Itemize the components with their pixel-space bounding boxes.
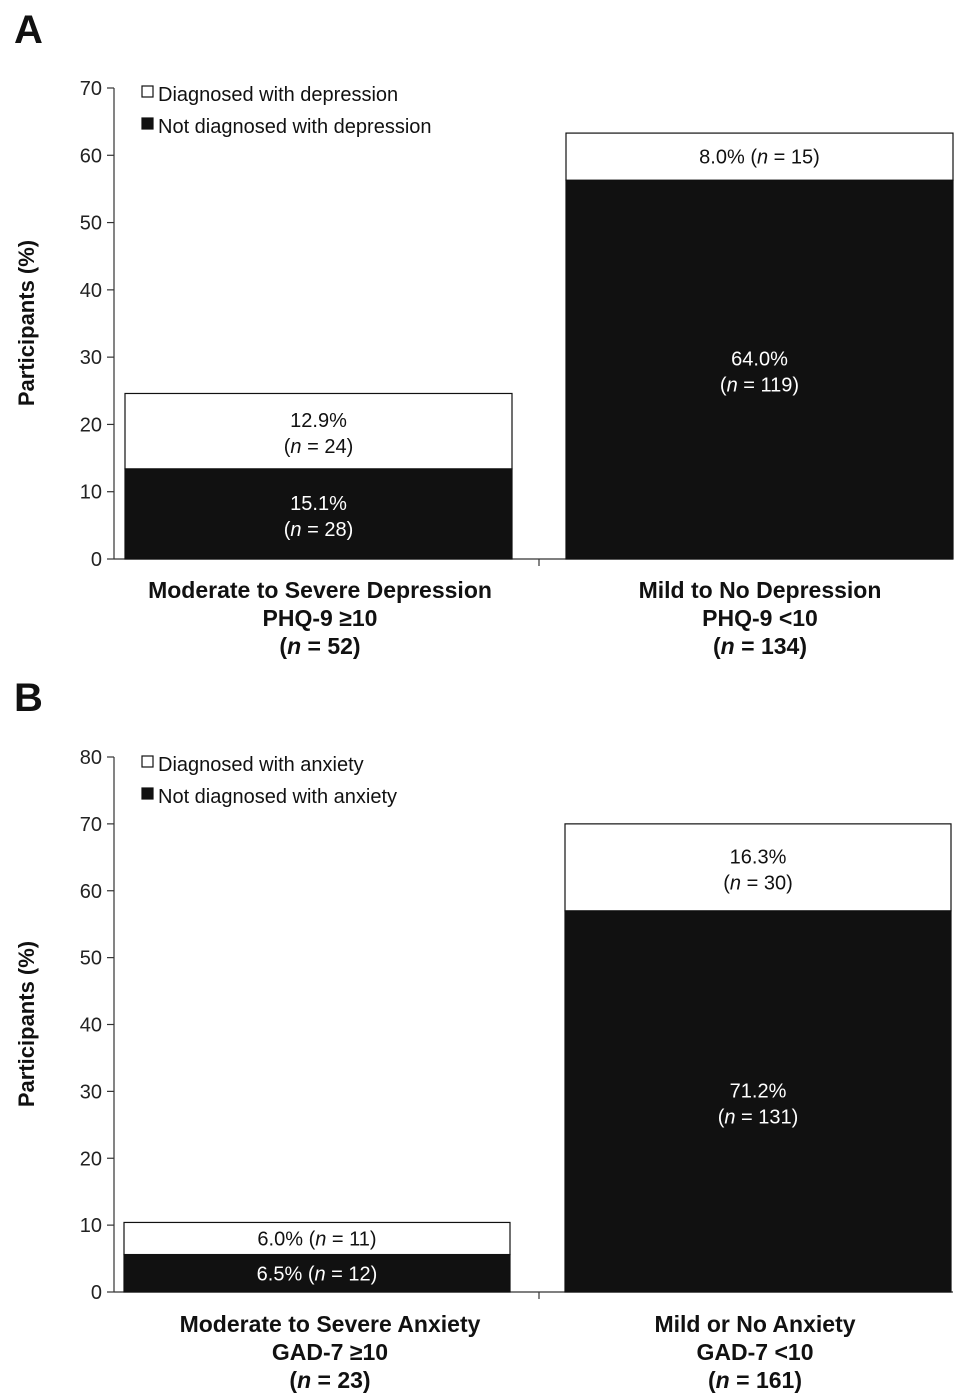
data-label-pct: 71.2%: [730, 1080, 787, 1102]
category-label-a0: Moderate to Severe Depression PHQ-9 ≥10 …: [100, 576, 540, 660]
bar-diagnosed: [564, 823, 952, 912]
y-tick-label: 30: [80, 1081, 102, 1103]
bar-not-diagnosed: [124, 468, 513, 560]
data-label-pct: 64.0%: [731, 349, 788, 371]
category-title: Moderate to Severe Anxiety: [179, 1311, 481, 1337]
data-label-n: (n = 28): [284, 519, 354, 541]
data-label: 6.5% (n = 12): [257, 1263, 378, 1285]
data-label-n: (n = 119): [720, 375, 799, 397]
y-tick-label: 70: [80, 814, 102, 836]
category-label-a1: Mild to No Depression PHQ-9 <10 (n = 134…: [540, 576, 955, 660]
y-tick-label: 40: [80, 280, 102, 302]
category-threshold: PHQ-9 <10: [702, 605, 818, 631]
y-axis-label: Participants (%): [14, 941, 39, 1107]
y-tick-label: 60: [80, 881, 102, 903]
legend-label: Diagnosed with depression: [158, 84, 398, 106]
legend-swatch: [141, 787, 154, 800]
bar-not-diagnosed: [564, 910, 952, 1293]
category-label-b1: Mild or No Anxiety GAD-7 <10 (n = 161): [535, 1310, 955, 1394]
y-tick-label: 20: [80, 1148, 102, 1170]
category-title: Mild or No Anxiety: [654, 1311, 856, 1337]
bar-not-diagnosed: [123, 1253, 511, 1293]
y-tick-label: 50: [80, 213, 102, 235]
category-threshold: PHQ-9 ≥10: [262, 605, 378, 631]
data-label-pct: 15.1%: [290, 493, 347, 515]
category-title: Mild to No Depression: [638, 577, 882, 603]
legend-label: Not diagnosed with depression: [158, 116, 432, 138]
legend-label: Diagnosed with anxiety: [158, 754, 364, 776]
legend-label: Not diagnosed with anxiety: [158, 786, 397, 808]
y-tick-label: 20: [80, 414, 102, 436]
bar-diagnosed: [123, 1221, 511, 1256]
panel-a-letter: A: [14, 8, 43, 52]
y-tick-label: 70: [80, 78, 102, 100]
y-tick-label: 80: [80, 747, 102, 769]
data-label-pct: 16.3%: [730, 846, 787, 868]
bar-diagnosed: [565, 132, 954, 181]
data-label-n: (n = 24): [284, 436, 354, 458]
y-tick-label: 30: [80, 347, 102, 369]
data-label-pct: 12.9%: [290, 410, 347, 432]
y-tick-label: 10: [80, 482, 102, 504]
legend-swatch: [141, 755, 154, 768]
legend-swatch: [141, 117, 154, 130]
category-n: (n = 161): [708, 1367, 802, 1393]
data-label-n: (n = 131): [718, 1106, 799, 1128]
panel-b-letter: B: [14, 676, 43, 720]
legend-swatch: [141, 85, 154, 98]
y-tick-label: 0: [91, 549, 102, 571]
y-tick-label: 10: [80, 1215, 102, 1237]
y-tick-label: 50: [80, 948, 102, 970]
category-threshold: GAD-7 ≥10: [271, 1339, 389, 1365]
data-label: 8.0% (n = 15): [699, 147, 820, 169]
category-label-b0: Moderate to Severe Anxiety GAD-7 ≥10 (n …: [110, 1310, 550, 1394]
y-tick-label: 60: [80, 145, 102, 167]
bar-diagnosed: [124, 392, 513, 470]
category-n: (n = 134): [713, 633, 807, 659]
y-tick-label: 0: [91, 1282, 102, 1304]
category-title: Moderate to Severe Depression: [148, 577, 492, 603]
y-tick-label: 40: [80, 1015, 102, 1037]
y-axis-label: Participants (%): [14, 240, 39, 406]
bar-not-diagnosed: [565, 179, 954, 560]
category-n: (n = 52): [279, 633, 361, 659]
category-threshold: GAD-7 <10: [696, 1339, 814, 1365]
category-n: (n = 23): [289, 1367, 371, 1393]
data-label-n: (n = 30): [723, 872, 793, 894]
data-label: 6.0% (n = 11): [257, 1229, 376, 1251]
